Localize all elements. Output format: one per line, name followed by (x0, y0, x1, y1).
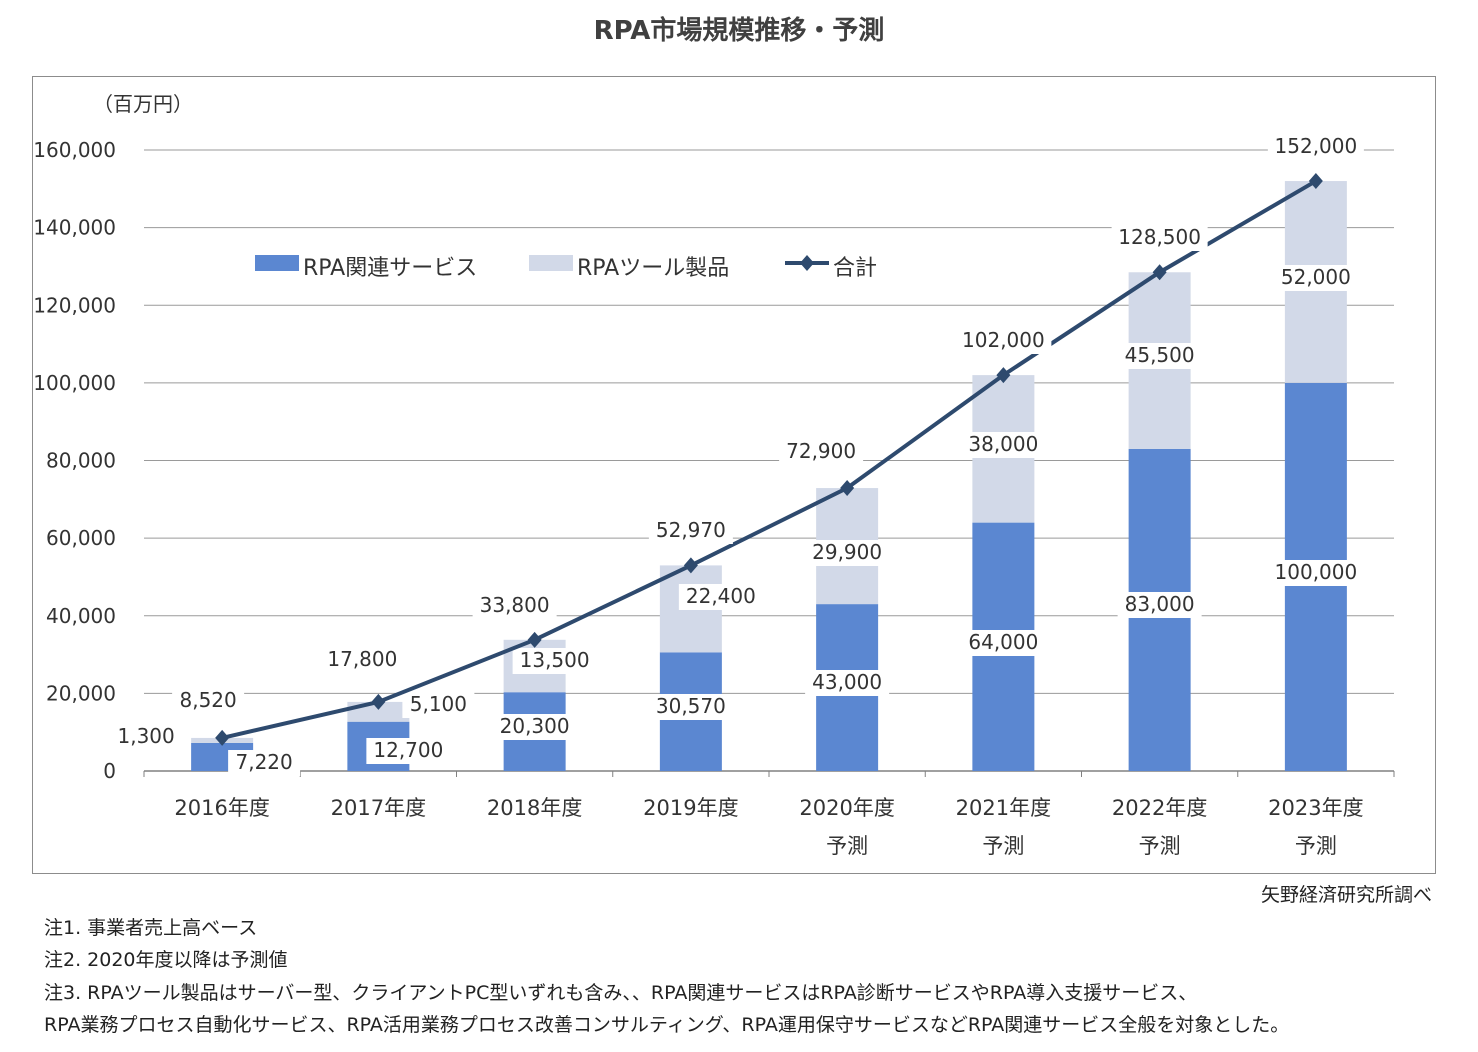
label-rpa-tool: 22,400 (686, 584, 756, 608)
chart-frame: （百万円） 0 20,000 40,000 60,000 80,000 100,000 120… (32, 76, 1436, 874)
label-rpa-service-bg (961, 630, 1046, 656)
label-total-bg (172, 688, 245, 714)
label-rpa-tool: 45,500 (1125, 343, 1195, 367)
y-tick-label: 120,000 (33, 293, 116, 317)
y-tick-label: 40,000 (46, 604, 116, 628)
label-total: 128,500 (1118, 225, 1201, 249)
legend-swatch-rpa-service (255, 255, 299, 271)
label-rpa-service: 64,000 (968, 630, 1038, 654)
label-rpa-service-bg (1117, 592, 1202, 618)
label-total-bg (779, 439, 864, 465)
label-rpa-tool-bg (512, 648, 597, 674)
point-total (683, 557, 698, 574)
legend-marker-total (800, 255, 814, 271)
x-tick-label: 2020年度 (799, 796, 894, 820)
label-rpa-tool: 38,000 (968, 432, 1038, 456)
y-tick-label: 80,000 (46, 449, 116, 473)
y-tick-label: 160,000 (33, 138, 116, 162)
label-total: 102,000 (962, 328, 1045, 352)
x-tick-label: 2021年度 (956, 796, 1051, 820)
x-tick-label: 2016年度 (174, 796, 269, 820)
chart-plot: （百万円） 0 20,000 40,000 60,000 80,000 100,000 120… (33, 92, 1395, 858)
x-tick-sublabel: 予測 (1295, 834, 1337, 858)
label-rpa-service-bg (492, 714, 577, 740)
y-axis-title: （百万円） (93, 92, 193, 116)
label-rpa-tool-bg (961, 432, 1046, 458)
legend-label-total: 合計 (833, 256, 877, 281)
y-tick-label: 140,000 (33, 216, 116, 240)
point-total (996, 367, 1011, 384)
label-rpa-service-bg (228, 750, 301, 776)
label-rpa-service-bg (805, 670, 890, 696)
label-total-bg (1267, 134, 1364, 160)
point-total (215, 729, 230, 746)
footnote-3: 注3. RPAツール製品はサーバー型、クライアントPC型いずれも含み、、RPA関… (44, 982, 1198, 1004)
legend-label-rpa-tool: RPAツール製品 (577, 256, 729, 281)
y-tick-label: 100,000 (33, 371, 116, 395)
label-rpa-tool: 1,300 (117, 724, 174, 748)
point-total (840, 480, 855, 497)
label-total: 8,520 (179, 688, 236, 712)
label-rpa-service: 20,300 (500, 714, 570, 738)
label-total-bg (320, 647, 405, 673)
label-rpa-service-bg (648, 694, 733, 720)
label-total: 33,800 (480, 593, 550, 617)
label-rpa-service: 12,700 (373, 738, 443, 762)
y-tick-label: 60,000 (46, 526, 116, 550)
point-total (1152, 264, 1167, 281)
x-tick-sublabel: 予測 (982, 834, 1024, 858)
x-tick-label: 2023年度 (1268, 796, 1363, 820)
legend-label-rpa-service: RPA関連サービス (303, 256, 477, 281)
point-total (1308, 173, 1323, 190)
label-rpa-service: 83,000 (1125, 592, 1195, 616)
label-rpa-tool-bg (678, 584, 763, 610)
label-total: 152,000 (1275, 134, 1358, 158)
y-tick-label: 0 (103, 759, 116, 783)
point-total (527, 631, 542, 648)
label-rpa-service-bg (366, 738, 451, 764)
footnote-2: 注2. 2020年度以降は予測値 (44, 949, 288, 971)
label-rpa-service: 43,000 (812, 670, 882, 694)
x-tick-label: 2022年度 (1112, 796, 1207, 820)
label-total-bg (1111, 225, 1208, 251)
label-total-bg (648, 518, 733, 544)
label-rpa-tool: 29,900 (812, 540, 882, 564)
x-tick-sublabel: 予測 (1139, 834, 1181, 858)
label-rpa-tool-bg (402, 692, 475, 718)
x-tick-label: 2017年度 (331, 796, 426, 820)
label-total: 52,970 (656, 518, 726, 542)
legend-swatch-rpa-tool (529, 255, 573, 271)
label-rpa-tool-bg (1117, 343, 1202, 369)
point-total (371, 693, 386, 710)
label-rpa-service-bg (1267, 560, 1364, 586)
source-note: 矢野経済研究所調べ (1260, 884, 1432, 906)
label-rpa-tool-bg (110, 724, 183, 750)
x-tick-label: 2019年度 (643, 796, 738, 820)
label-rpa-service: 100,000 (1275, 560, 1358, 584)
label-total-bg (955, 328, 1052, 354)
label-rpa-tool-bg (1273, 265, 1358, 291)
line-total (221, 179, 1317, 740)
label-rpa-service: 30,570 (656, 694, 726, 718)
label-rpa-tool: 13,500 (520, 648, 590, 672)
label-total: 17,800 (327, 647, 397, 671)
footnote-3-continued: RPA業務プロセス自動化サービス、RPA活用業務プロセス改善コンサルティング、R… (44, 1014, 1290, 1036)
label-rpa-tool: 5,100 (410, 692, 467, 716)
x-tick-label: 2018年度 (487, 796, 582, 820)
label-rpa-service: 7,220 (235, 750, 292, 774)
footnote-1: 注1. 事業者売上高ベース (44, 917, 258, 939)
label-rpa-tool: 52,000 (1281, 265, 1351, 289)
chart-title: RPA市場規模推移・予測 (593, 16, 885, 46)
label-total: 72,900 (786, 439, 856, 463)
label-rpa-tool-bg (805, 540, 890, 566)
y-tick-label: 20,000 (46, 681, 116, 705)
x-tick-sublabel: 予測 (826, 834, 868, 858)
label-total-bg (472, 593, 557, 619)
